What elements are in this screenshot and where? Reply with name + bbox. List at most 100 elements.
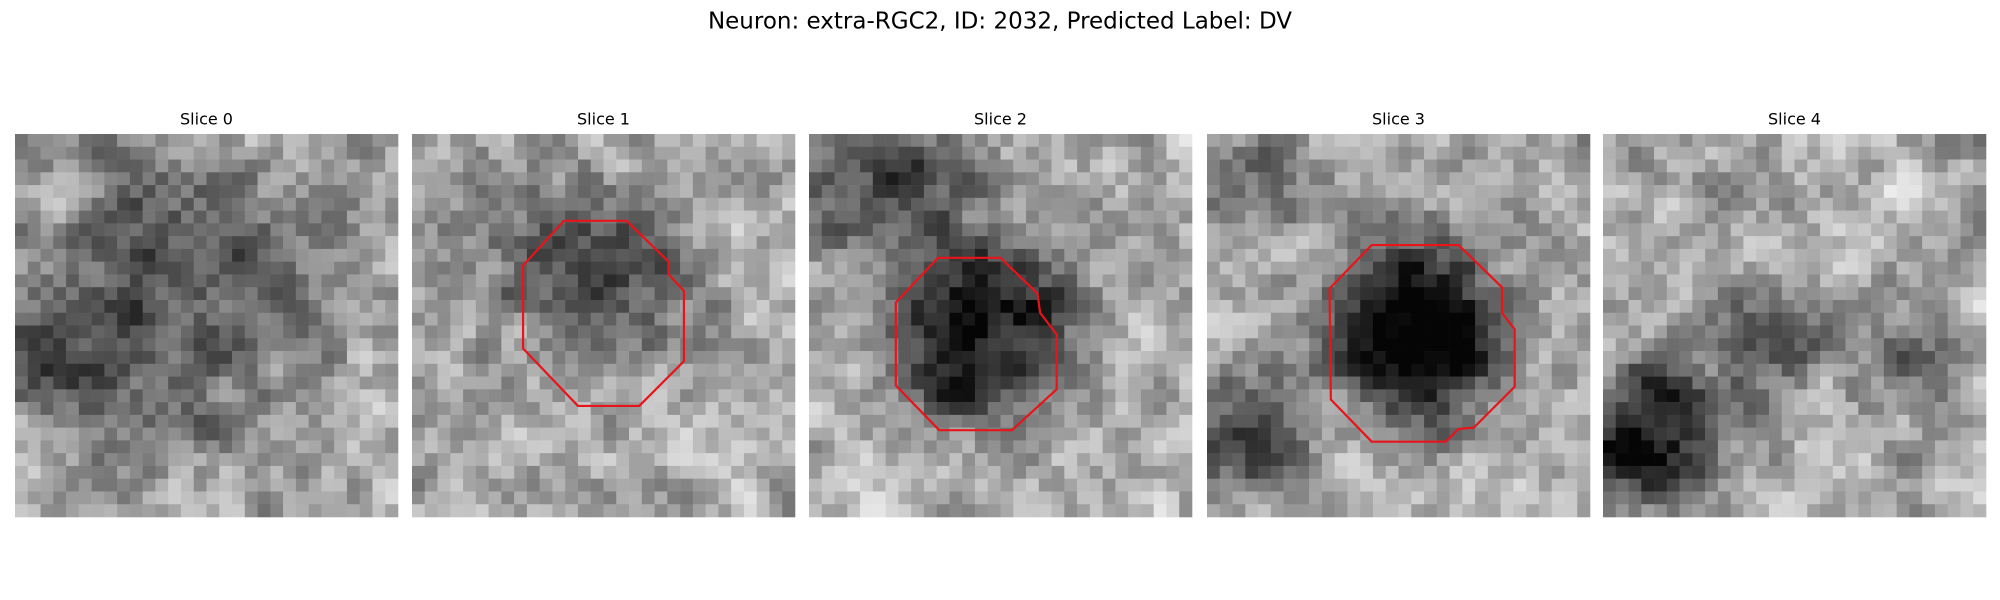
pixel [1538,197,1552,211]
pixel [1360,351,1374,365]
pixel [782,172,796,186]
pixel [359,210,373,224]
pixel [1551,465,1565,479]
pixel [1245,427,1259,441]
pixel [334,134,348,148]
pixel [1166,491,1180,505]
pixel [1475,134,1489,148]
pixel [1871,351,1885,365]
pixel [372,172,386,186]
pixel [1140,402,1154,416]
pixel [756,414,770,428]
pixel [1807,402,1821,416]
pixel [283,414,297,428]
pixel [923,440,937,454]
pixel [1960,465,1974,479]
pixel [1089,274,1103,288]
pixel [1398,389,1412,403]
pixel [1360,210,1374,224]
pixel [885,248,899,262]
pixel [321,287,335,301]
pixel [437,402,451,416]
pixel [180,414,195,428]
pixel [1372,325,1387,339]
pixel [1436,427,1450,441]
pixel [1077,197,1091,211]
pixel [295,351,309,365]
pixel [962,389,976,403]
pixel [1207,504,1221,518]
pixel [1487,376,1501,390]
pixel [705,248,719,262]
pixel [590,248,604,262]
pixel [1232,491,1246,505]
pixel [219,261,233,275]
pixel [1270,261,1284,275]
pixel [552,134,566,148]
pixel [1717,261,1731,275]
pixel [1128,376,1142,390]
pixel [1258,146,1272,160]
pixel [1526,159,1540,173]
pixel [1615,172,1629,186]
pixel [1756,402,1770,416]
pixel [1475,465,1489,479]
pixel [193,299,207,314]
pixel [372,134,386,148]
pixel [295,236,309,250]
pixel [1666,478,1680,492]
pixel [860,172,874,186]
pixel [424,261,438,275]
pixel [257,299,271,314]
pixel [463,197,477,211]
pixel [501,338,515,352]
pixel [193,287,207,301]
pixel [142,261,156,275]
pixel [1038,146,1052,160]
pixel [1026,465,1040,479]
pixel [1207,389,1221,403]
pixel [743,338,757,352]
pixel [1820,440,1834,454]
pixel [1166,146,1180,160]
pixel [1449,134,1463,148]
pixel [1207,453,1221,467]
pixel [180,363,195,377]
pixel [1909,274,1923,288]
pixel [450,197,464,211]
pixel [1654,172,1668,186]
pixel [1909,465,1923,479]
pixel [117,185,131,199]
pixel [91,491,105,505]
pixel [1538,351,1552,365]
pixel [962,159,976,173]
pixel [1372,414,1387,428]
pixel [1551,299,1565,314]
pixel [308,465,322,479]
pixel [1334,197,1348,211]
pixel [1513,223,1527,237]
pixel [1000,185,1014,199]
pixel [155,172,169,186]
pixel [1768,159,1783,173]
pixel [1334,312,1348,326]
pixel [577,389,592,403]
slice-panel [809,134,1193,518]
pixel [1858,274,1872,288]
pixel [680,197,694,211]
pixel [577,159,592,173]
pixel [1730,376,1744,390]
pixel [117,402,131,416]
pixel [1153,248,1167,262]
pixel [385,274,399,288]
pixel [514,185,528,199]
pixel [66,223,80,237]
pixel [206,414,220,428]
pixel [1768,414,1783,428]
pixel [1500,376,1514,390]
pixel [53,172,67,186]
pixel [206,312,220,326]
pixel [1449,376,1463,390]
pixel [1347,376,1361,390]
pixel [1832,440,1846,454]
